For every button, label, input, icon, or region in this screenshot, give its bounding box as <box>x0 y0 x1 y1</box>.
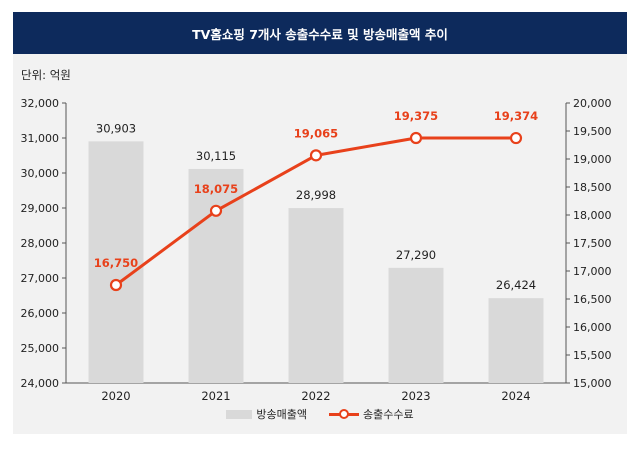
line-point <box>109 278 123 292</box>
line-point <box>309 149 323 162</box>
y-right-tick-label: 19,500 <box>573 125 612 138</box>
x-tick-label: 2024 <box>501 389 530 403</box>
y-right-tick-label: 20,000 <box>573 97 612 110</box>
bar <box>388 267 444 383</box>
line-point <box>409 131 423 145</box>
line-point <box>209 204 223 217</box>
y-right-tick-label: 18,500 <box>573 181 612 194</box>
x-tick-label: 2022 <box>301 389 330 403</box>
y-right-tick-label: 19,000 <box>573 153 612 166</box>
line-data-label: 18,075 <box>194 182 238 196</box>
legend-item-line: 송출수수료 <box>329 406 414 422</box>
line-point <box>509 131 523 145</box>
legend-swatch-line <box>329 408 359 420</box>
bar-data-label: 30,115 <box>196 149 236 163</box>
chart-plot: 24,000 25,000 26,000 27,000 28,000 29,000 30,0… <box>21 97 612 403</box>
legend-label-bar: 방송매출액 <box>256 408 307 421</box>
bar <box>88 141 144 383</box>
legend: 방송매출액 송출수수료 <box>13 406 627 422</box>
y-left-tick-label: 32,000 <box>21 97 60 110</box>
chart-title: TV홈쇼핑 7개사 송출수수료 및 방송매출액 추이 <box>13 12 627 54</box>
bar-data-label: 28,998 <box>296 188 336 202</box>
line-data-label: 16,750 <box>94 256 138 270</box>
bar-data-label: 26,424 <box>496 278 536 292</box>
y-right-tick-label: 15,000 <box>573 377 612 390</box>
y-right-tick-label: 18,000 <box>573 209 612 222</box>
chart-card: TV홈쇼핑 7개사 송출수수료 및 방송매출액 추이 단위: 억원 24,000… <box>13 12 627 434</box>
y-right-tick-label: 17,500 <box>573 237 612 250</box>
bar <box>188 168 244 383</box>
x-tick-label: 2021 <box>201 389 230 403</box>
line-data-label: 19,065 <box>294 126 338 140</box>
y-right-tick-label: 16,500 <box>573 293 612 306</box>
y-left-tick-label: 31,000 <box>21 132 60 145</box>
line-data-label: 19,374 <box>494 109 538 123</box>
unit-label: 단위: 억원 <box>21 68 71 82</box>
bar <box>288 208 344 383</box>
bar-data-label: 27,290 <box>396 248 436 262</box>
x-tick-label: 2023 <box>401 389 430 403</box>
bar <box>488 298 544 383</box>
legend-swatch-bar <box>226 409 253 419</box>
y-left-tick-label: 25,000 <box>21 342 60 355</box>
y-left-tick-label: 27,000 <box>21 272 60 285</box>
y-left-tick-label: 30,000 <box>21 167 60 180</box>
y-right-tick-label: 17,000 <box>573 265 612 278</box>
y-right-tick-label: 16,000 <box>573 321 612 334</box>
legend-item-bar: 방송매출액 <box>226 406 307 422</box>
bar-data-label: 30,903 <box>96 121 136 135</box>
x-tick-label: 2020 <box>101 389 130 403</box>
y-right-tick-label: 15,500 <box>573 349 612 362</box>
y-left-tick-label: 24,000 <box>21 377 60 390</box>
y-left-tick-label: 26,000 <box>21 307 60 320</box>
y-left-tick-label: 29,000 <box>21 202 60 215</box>
line-data-label: 19,375 <box>394 109 438 123</box>
y-left-tick-label: 28,000 <box>21 237 60 250</box>
legend-label-line: 송출수수료 <box>363 408 414 421</box>
